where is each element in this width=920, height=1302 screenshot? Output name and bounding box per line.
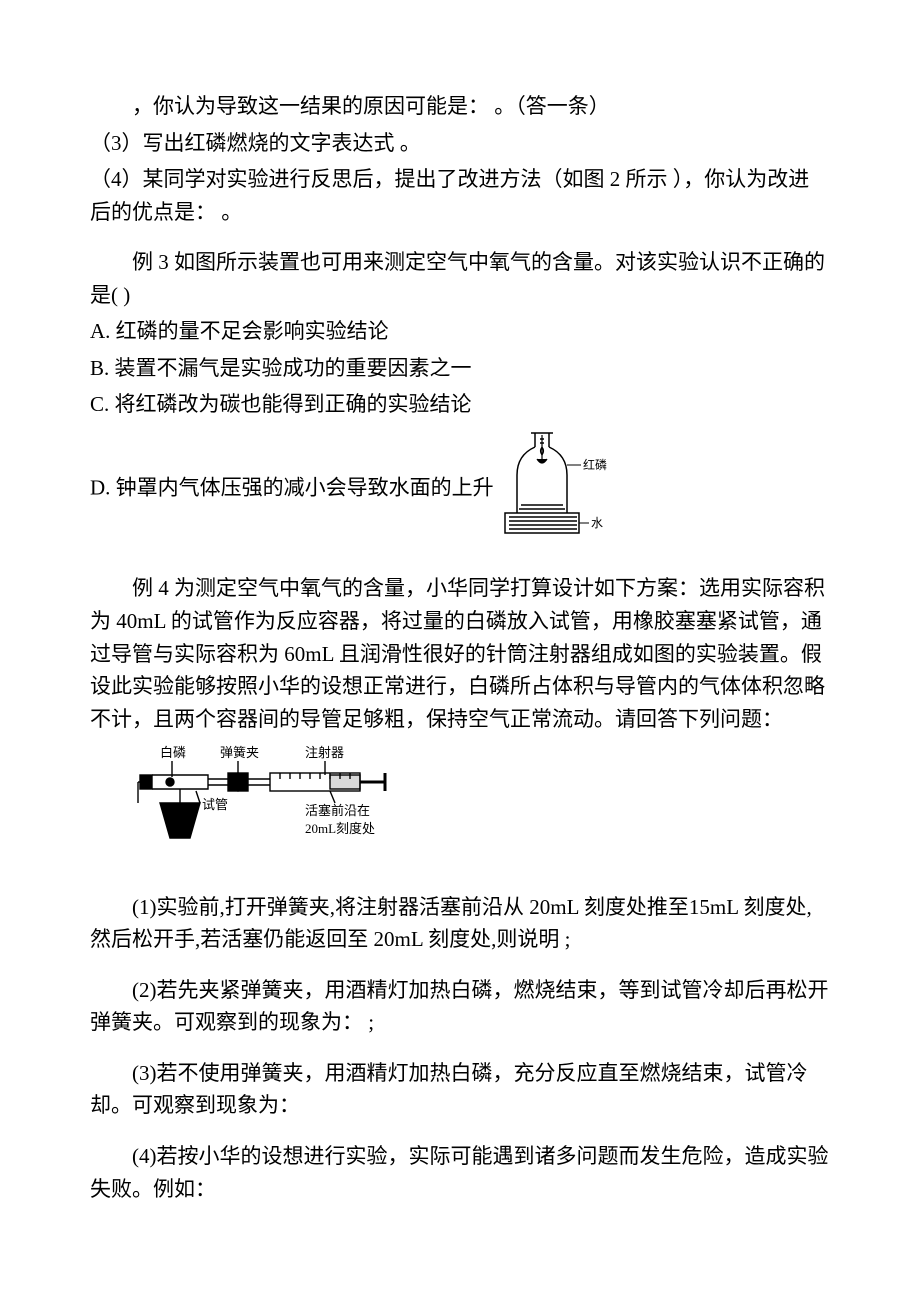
document-page: ，你认为导致这一结果的原因可能是： 。（答一条） （3）写出红磷燃烧的文字表达式… [0, 0, 920, 1269]
example-3-intro: 例 3 如图所示装置也可用来测定空气中氧气的含量。对该实验认识不正确的是( ) [90, 246, 830, 311]
figure-syringe-apparatus: 白磷 弹簧夹 注射器 [130, 743, 830, 873]
label-test-tube: 试管 [202, 797, 228, 812]
bell-jar-svg: 红磷 水 [499, 425, 609, 545]
question-2: (2)若先夹紧弹簧夹，用酒精灯加热白磷，燃烧结束，等到试管冷却后再松开弹簧夹。可… [90, 974, 830, 1039]
example-3-option-c: C. 将红磷改为碳也能得到正确的实验结论 [90, 388, 830, 421]
para-intro-1: ，你认为导致这一结果的原因可能是： 。（答一条） [90, 90, 830, 123]
example-3-option-a: A. 红磷的量不足会影响实验结论 [90, 315, 830, 348]
label-red-phosphorus: 红磷 [583, 457, 607, 472]
example-4-intro: 例 4 为测定空气中氧气的含量，小华同学打算设计如下方案：选用实际容积为 40m… [90, 572, 830, 735]
para-q3: （3）写出红磷燃烧的文字表达式 。 [90, 127, 830, 160]
para-q4: （4）某同学对实验进行反思后，提出了改进方法（如图 2 所示 ），你认为改进后的… [90, 163, 830, 228]
label-spring-clip: 弹簧夹 [220, 745, 259, 760]
question-3: (3)若不使用弹簧夹，用酒精灯加热白磷，充分反应直至燃烧结束，试管冷却。可观察到… [90, 1057, 830, 1122]
example-3-option-d-row: D. 钟罩内气体压强的减小会导致水面的上升 [90, 425, 830, 555]
label-piston-line2: 20mL刻度处 [305, 821, 375, 836]
label-water: 水 [591, 516, 603, 530]
label-syringe: 注射器 [305, 745, 344, 760]
example-3-option-d: D. 钟罩内气体压强的减小会导致水面的上升 [90, 476, 494, 500]
question-1: (1)实验前,打开弹簧夹,将注射器活塞前沿从 20mL 刻度处推至15mL 刻度… [90, 891, 830, 956]
question-4: (4)若按小华的设想进行实验，实际可能遇到诸多问题而发生危险，造成实验失败。例如… [90, 1140, 830, 1205]
syringe-apparatus-svg: 白磷 弹簧夹 注射器 [130, 743, 430, 863]
figure-bell-jar: 红磷 水 [499, 425, 609, 555]
label-white-phosphorus: 白磷 [160, 745, 186, 760]
example-3-option-b: B. 装置不漏气是实验成功的重要因素之一 [90, 352, 830, 385]
label-piston-line1: 活塞前沿在 [305, 803, 370, 818]
